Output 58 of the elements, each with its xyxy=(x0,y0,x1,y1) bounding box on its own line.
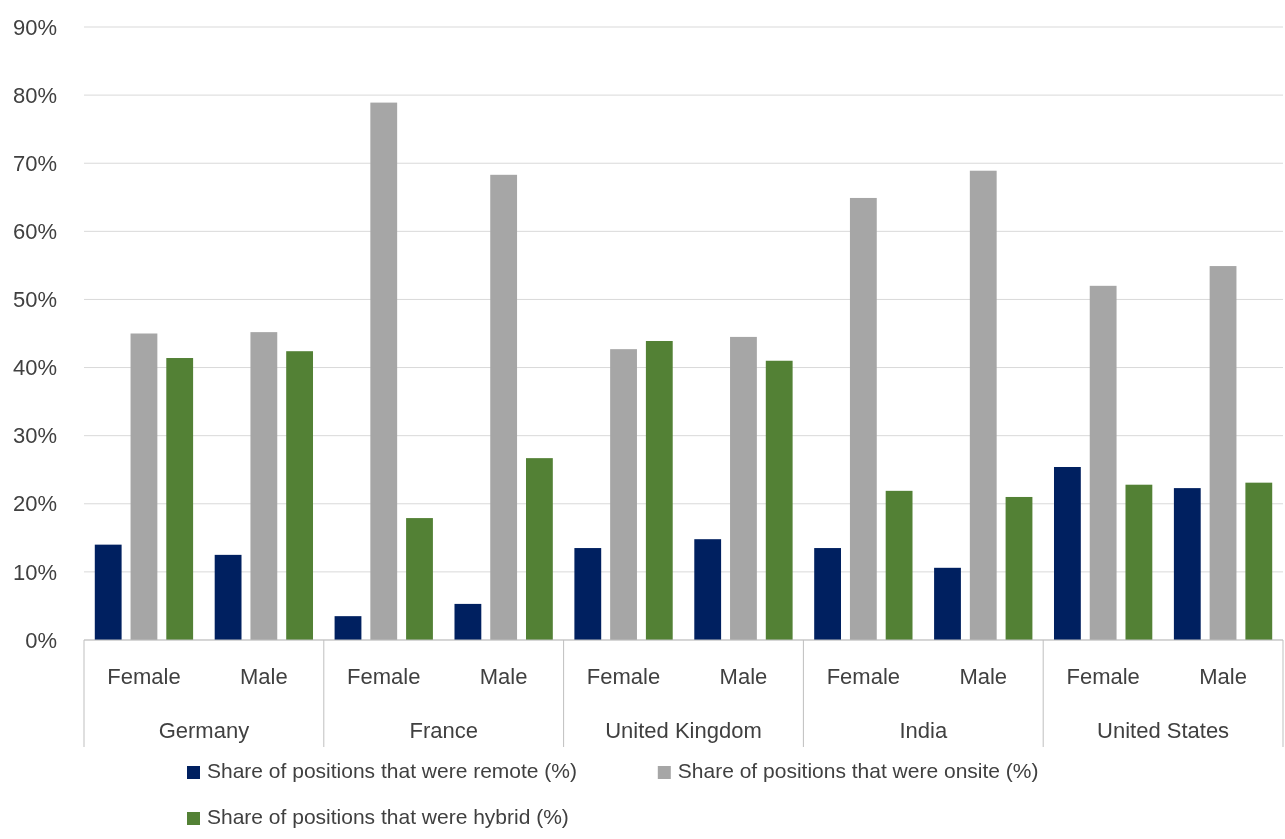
bar xyxy=(765,360,793,640)
x-tick-label: Male xyxy=(719,664,768,689)
bar xyxy=(969,170,997,640)
bar xyxy=(1005,496,1033,640)
bar xyxy=(130,333,158,640)
x-tick-label: Female xyxy=(826,664,901,689)
text: India xyxy=(899,718,948,743)
bar xyxy=(526,458,553,640)
bar xyxy=(885,490,913,640)
bar xyxy=(610,349,637,640)
y-tick-label: 50% xyxy=(12,287,57,313)
legend-label: Share of positions that were hybrid (%) xyxy=(207,805,569,828)
bar xyxy=(454,603,482,640)
y-tick-label: 0% xyxy=(25,627,57,653)
bar xyxy=(166,358,194,640)
x-tick-label: Female xyxy=(107,664,181,689)
y-tick-label: 20% xyxy=(12,491,57,517)
y-tick-label: 30% xyxy=(12,423,57,449)
bar xyxy=(250,332,278,640)
bar xyxy=(1053,467,1081,640)
text: United Kingdom xyxy=(605,718,762,743)
bar xyxy=(334,616,362,640)
x-tick-label: Male xyxy=(1199,664,1247,689)
bar xyxy=(730,336,757,640)
bar xyxy=(1125,484,1153,640)
x-tick-label: Male xyxy=(959,664,1008,689)
bar xyxy=(694,539,722,640)
legend-label: Share of positions that were onsite (%) xyxy=(677,759,1039,782)
bar xyxy=(645,340,673,640)
x-tick-label: Female xyxy=(586,664,661,689)
bar xyxy=(1245,482,1273,640)
y-tick-label: 90% xyxy=(12,14,57,40)
y-tick-label: 40% xyxy=(12,355,57,381)
bar xyxy=(1089,285,1117,640)
x-tick-label: Male xyxy=(240,664,288,689)
y-tick-label: 80% xyxy=(12,82,57,108)
y-tick-label: 60% xyxy=(12,219,57,245)
y-tick-label: 70% xyxy=(12,150,57,176)
y-tick-label: 10% xyxy=(12,559,57,585)
bar xyxy=(1173,488,1201,640)
bar xyxy=(490,174,518,640)
bar xyxy=(406,518,433,640)
bar xyxy=(934,567,961,640)
text: Germany xyxy=(158,718,250,743)
bar xyxy=(370,102,398,640)
legend-label: Share of positions that were remote (%) xyxy=(207,759,578,782)
bar xyxy=(814,548,842,640)
text: France xyxy=(409,718,478,743)
bar xyxy=(94,544,122,640)
bar xyxy=(849,197,877,640)
bar xyxy=(214,554,242,640)
x-tick-label: Female xyxy=(1066,664,1140,689)
x-tick-label: Male xyxy=(479,664,528,689)
bar xyxy=(1209,266,1237,640)
bar xyxy=(286,351,314,640)
text: United States xyxy=(1097,718,1230,743)
x-tick-label: Female xyxy=(347,664,421,689)
bar xyxy=(574,548,602,640)
